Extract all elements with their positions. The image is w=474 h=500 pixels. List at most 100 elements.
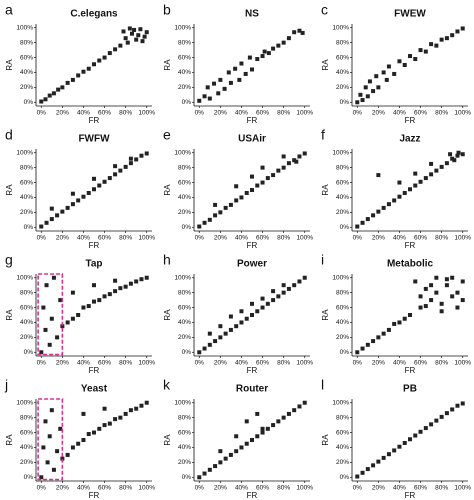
x-axis-title: FR: [405, 116, 416, 125]
point: [386, 452, 391, 457]
point: [418, 429, 423, 434]
y-tick-label: 100%: [332, 24, 349, 31]
panel: j Yeast RA FR 0% 20% 40% 60% 80% 100% 0% 20% 40% 60% 8…: [4, 377, 155, 500]
point: [397, 59, 402, 64]
point: [455, 29, 460, 34]
point: [45, 460, 50, 465]
point: [392, 71, 397, 76]
point: [243, 71, 248, 76]
point: [444, 277, 449, 282]
point: [250, 188, 254, 192]
point: [266, 51, 271, 56]
point: [386, 64, 391, 69]
point: [213, 202, 218, 207]
y-axis-title: RA: [163, 59, 172, 71]
panel-letter: g: [5, 252, 13, 268]
point: [213, 339, 218, 344]
y-tick-label: 20%: [336, 334, 349, 341]
panel-letter: c: [321, 2, 328, 18]
y-tick-label: 20%: [178, 84, 191, 91]
point: [81, 305, 86, 310]
point: [128, 161, 133, 166]
point: [39, 475, 44, 480]
point: [60, 456, 65, 461]
point: [207, 217, 212, 222]
point: [247, 55, 252, 60]
x-tick-label: 0%: [353, 360, 363, 367]
point: [55, 213, 60, 218]
panel-title: USAir: [238, 134, 266, 145]
y-tick-label: 80%: [20, 39, 33, 46]
y-tick-label: 40%: [20, 319, 33, 326]
point: [70, 290, 75, 295]
x-tick-label: 0%: [195, 360, 205, 367]
point: [402, 190, 407, 195]
point: [376, 335, 381, 340]
y-tick-label: 40%: [178, 444, 191, 451]
point: [429, 298, 434, 303]
x-tick-label: 40%: [235, 110, 248, 117]
y-tick-label: 0%: [182, 474, 192, 481]
point: [202, 471, 207, 476]
x-axis-title: FR: [89, 491, 100, 500]
y-tick-label: 40%: [336, 444, 349, 451]
point: [429, 422, 434, 427]
point: [423, 286, 428, 291]
point: [118, 286, 123, 291]
point: [371, 463, 376, 468]
point: [402, 440, 407, 445]
panel: f Jazz RA FR 0% 20% 40% 60% 80% 100% 0% 20% 40% 60% 80…: [321, 127, 471, 250]
y-tick-label: 100%: [332, 399, 349, 406]
point: [271, 298, 276, 303]
point: [49, 206, 54, 211]
point: [429, 283, 434, 288]
point: [376, 209, 381, 214]
x-tick-label: 100%: [454, 110, 471, 117]
point: [300, 30, 305, 35]
point: [460, 401, 465, 406]
point: [118, 168, 123, 173]
point: [408, 187, 412, 192]
point: [81, 411, 86, 416]
x-tick-label: 20%: [214, 110, 227, 117]
point: [260, 296, 265, 301]
point: [51, 467, 56, 472]
point: [402, 316, 407, 321]
y-tick-label: 80%: [20, 164, 33, 171]
point: [51, 275, 56, 280]
point: [123, 284, 128, 289]
point: [60, 209, 65, 214]
y-tick-label: 0%: [24, 474, 34, 481]
y-tick-label: 20%: [20, 459, 33, 466]
x-tick-label: 80%: [119, 235, 132, 242]
point: [423, 49, 428, 54]
x-axis-title: FR: [247, 241, 258, 250]
point: [444, 36, 449, 41]
x-tick-label: 80%: [435, 485, 448, 492]
point: [292, 30, 297, 35]
x-tick-label: 80%: [277, 485, 290, 492]
y-axis-title: RA: [321, 434, 330, 446]
point: [413, 57, 418, 62]
point: [418, 294, 423, 299]
point: [381, 205, 386, 210]
y-tick-label: 0%: [340, 224, 350, 231]
y-tick-label: 60%: [20, 54, 33, 61]
x-tick-label: 40%: [393, 110, 406, 117]
point: [107, 421, 112, 426]
x-tick-label: 0%: [37, 360, 47, 367]
highlight-box: [37, 398, 64, 481]
point: [260, 426, 265, 431]
point: [376, 459, 381, 464]
point: [355, 100, 360, 105]
point: [43, 327, 48, 332]
point: [244, 419, 249, 424]
point: [413, 433, 418, 438]
x-tick-label: 60%: [414, 110, 427, 117]
point: [86, 66, 91, 71]
y-tick-label: 40%: [20, 194, 33, 201]
point: [197, 350, 202, 355]
panel: g Tap RA FR 0% 20% 40% 60% 80% 100% 0% 20% 40% 60% 80%…: [5, 252, 155, 375]
point: [292, 158, 297, 163]
point: [455, 290, 460, 295]
